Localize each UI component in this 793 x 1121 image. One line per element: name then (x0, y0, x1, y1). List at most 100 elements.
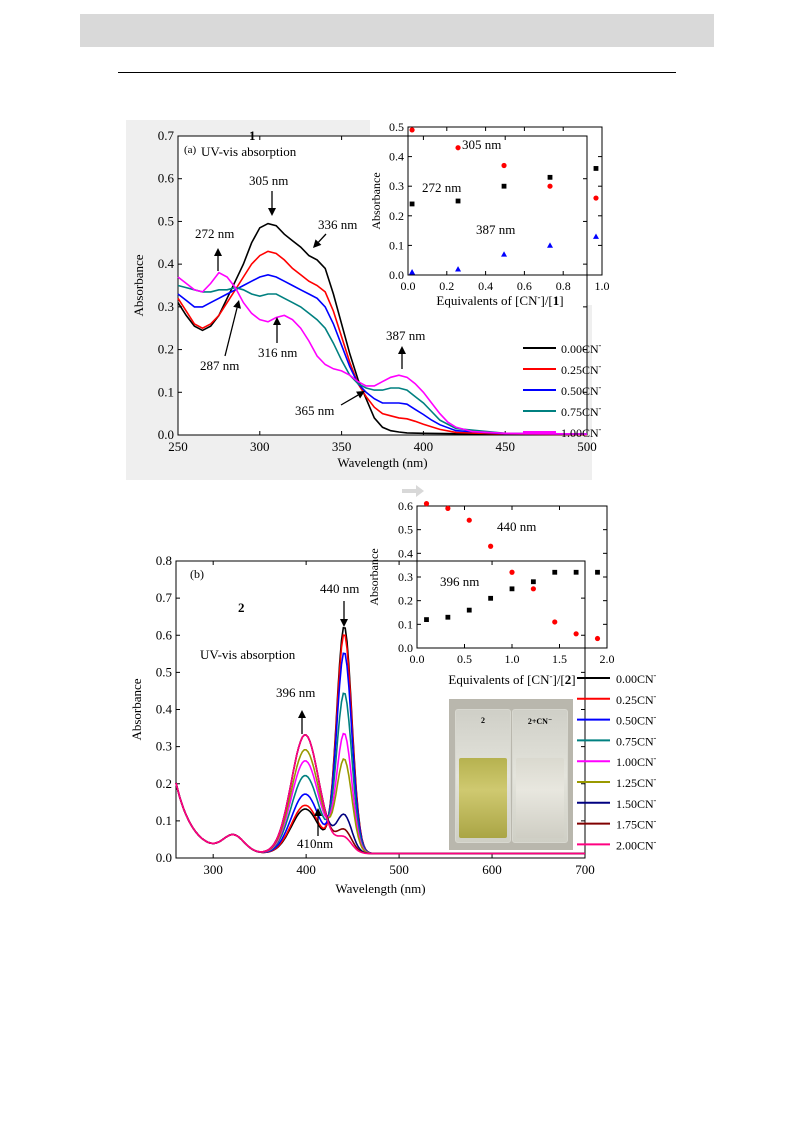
panel-b-annotation-410nm: 410nm (297, 836, 333, 851)
panel-a-inset-y-tick-label: 0.0 (389, 268, 404, 282)
panel-a-legend-label: 0.75CN- (561, 404, 602, 419)
panel-a-y-tick-label: 0.2 (158, 342, 174, 357)
panel-b-legend-label: 0.25CN- (616, 692, 657, 707)
panel-a-y-tick-label: 0.0 (158, 427, 174, 442)
panel-a-panel-label: (a) (184, 144, 197, 156)
panel-a-arrow-272nm-head (214, 248, 222, 256)
panel-a-inset-x-tick-label: 0.6 (517, 279, 532, 293)
panel-a-inset-label-305nm: 305 nm (462, 137, 501, 152)
panel-a-series-1_00CN-line (177, 271, 588, 435)
panel-b-inset-y-tick-label: 0.6 (398, 499, 413, 513)
panel-b-inset-label-440nm: 440 nm (497, 519, 536, 534)
panel-b-inset-y-tick-label: 0.4 (398, 546, 413, 560)
panel-b-inset-marker-440nm (530, 586, 536, 592)
panel-a-inset-frame (407, 126, 603, 276)
panel-b-y-tick-label: 0.1 (156, 813, 172, 828)
panel-b-x-tick-label: 500 (389, 862, 409, 877)
panel-b-inset-x-tick-label: 1.0 (505, 652, 520, 666)
panel-b-inset-y-tick-label: 0.1 (398, 617, 413, 631)
panel-a-inset-marker-387nm (592, 233, 599, 239)
panel-b-inset-marker-396nm (424, 617, 429, 622)
panel-b-legend-label: 1.00CN- (616, 754, 657, 769)
panel-a-inset-marker-272nm (501, 183, 507, 189)
panel-b-arrow-396nm-head (298, 710, 306, 718)
panel-a-y-tick-label: 0.6 (158, 171, 175, 186)
panel-b-inset-y-tick-label: 0.3 (398, 570, 413, 584)
panel-a-series-0_25CN-line (177, 250, 588, 436)
panel-b-inset-marker-396nm (552, 569, 558, 575)
panel-a-inset-marker-387nm (547, 242, 554, 248)
panel-b-inset-marker-440nm (466, 517, 472, 523)
vial-compound-2-cn: 2+CN⁻ (512, 709, 568, 843)
panel-b-y-tick-label: 0.4 (156, 702, 173, 717)
panel-a-arrow-365nm (340, 394, 359, 406)
panel-a-annotation-305nm: 305 nm (249, 173, 288, 188)
panel-b-y-tick-label: 0.3 (156, 739, 172, 754)
panel-a-y-tick-label: 0.7 (158, 128, 175, 143)
panel-a-x-tick-label: 250 (168, 439, 188, 454)
panel-b-y-tick-label: 0.5 (156, 664, 172, 679)
panel-a-inset-x-tick-label: 0.0 (401, 279, 416, 293)
panel-b-inset-x-tick-label: 0.5 (457, 652, 472, 666)
panel-a-inset-marker-305nm (455, 145, 461, 151)
panel-a-arrow-305nm-head (268, 208, 276, 216)
panel-b-x-axis-label: Wavelength (nm) (335, 881, 425, 896)
panel-b-y-axis-label: Absorbance (129, 678, 144, 740)
panel-b-legend-label: 1.25CN- (616, 775, 657, 790)
panel-b-title: UV-vis absorption (200, 647, 296, 662)
panel-b-inset-marker-396nm (573, 569, 579, 575)
panel-a-inset-y-tick-label: 0.3 (389, 179, 404, 193)
panel-a-arrow-287nm-head (233, 300, 241, 309)
inset-x-axis-label: Equivalents of [CN-]/[2] (448, 671, 575, 687)
panel-a-inset-label-272nm: 272 nm (422, 180, 461, 195)
panel-a-inset-marker-272nm (547, 174, 553, 180)
panel-b-inset-x-tick-label: 1.5 (552, 652, 567, 666)
panel-b-legend-label: 0.50CN- (616, 713, 657, 728)
vial-compound-2: 2 (455, 709, 511, 843)
panel-a-x-tick-label: 400 (414, 439, 434, 454)
panel-a-annotation-336nm: 336 nm (318, 217, 357, 232)
panel-a-annotation-365nm: 365 nm (295, 403, 334, 418)
panel-a-compound-label: 1 (249, 128, 256, 143)
panel-a: 250 300 350 400 450 500 0.0 0.1 0.2 0.3 0.4 0.5 0.6 0… (131, 120, 610, 470)
panel-b-y-tick-label: 0.2 (156, 776, 172, 791)
panel-a-inset-marker-387nm (501, 251, 508, 257)
panel-a-x-tick-label: 450 (495, 439, 515, 454)
panel-a-arrow-336nm (317, 233, 327, 243)
panel-a-inset-y-tick-label: 0.2 (389, 209, 404, 223)
panel-a-inset-marker-305nm (547, 183, 553, 189)
panel-b-y-tick-label: 0.0 (156, 850, 172, 865)
panel-a-inset-y-tick-label: 0.5 (389, 120, 404, 134)
panel-a-arrow-365nm-head (356, 391, 365, 399)
panel-b-legend-label: 1.75CN- (616, 817, 657, 832)
panel-a-legend-label: 1.00CN- (561, 425, 602, 440)
panel-a-annotation-387nm: 387 nm (386, 328, 425, 343)
panel-b-inset-marker-396nm (445, 614, 451, 620)
panel-b-inset-marker-440nm (445, 505, 451, 511)
panel-a-inset-background (370, 120, 605, 305)
panel-a-annotation-287nm: 287 nm (200, 358, 239, 373)
panel-a-inset-marker-272nm (409, 201, 415, 207)
header-rule (118, 72, 676, 73)
panel-b-inset-marker-396nm (509, 586, 515, 592)
panel-a-legend-label: 0.00CN- (561, 341, 602, 356)
panel-b-y-tick-label: 0.8 (156, 553, 172, 568)
panel-b-legend-label: 2.00CN- (616, 837, 657, 852)
vial-label-2: 2 (481, 716, 485, 725)
panel-a-x-tick-label: 500 (577, 439, 597, 454)
panel-a-inset-x-tick-label: 0.4 (478, 279, 493, 293)
panel-a-annotation-316nm: 316 nm (258, 345, 297, 360)
vial-yellow-solution (459, 758, 507, 838)
panel-a-legend-label: 0.25CN- (561, 362, 602, 377)
panel-a-series-0_50CN-line (177, 273, 588, 435)
panel-a-x-axis-label: Wavelength (nm) (337, 455, 427, 470)
panel-b-inset-marker-440nm (488, 543, 494, 549)
panel-b-inset-y-tick-label: 0.0 (398, 641, 413, 655)
panel-a-y-tick-label: 0.4 (158, 256, 175, 271)
panel-a-inset-marker-387nm (455, 266, 462, 272)
panel-b-inset-label-396nm: 396 nm (440, 574, 479, 589)
panel-a-inset-x-tick-label: 0.8 (556, 279, 571, 293)
panel-a-y-tick-label: 0.1 (158, 384, 174, 399)
panel-a-inset-y-axis-label: Absorbance (369, 172, 383, 229)
